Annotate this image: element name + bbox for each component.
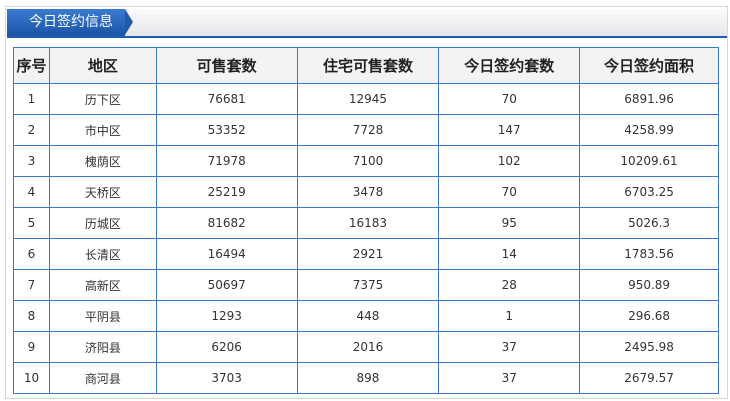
- cell-col-today-area: 6891.96: [579, 83, 719, 115]
- cell-col-today-area: 296.68: [579, 300, 719, 332]
- cell-col-today-signed: 28: [438, 269, 581, 301]
- cell-col-today-area: 5026.3: [579, 207, 719, 239]
- cell-col-today-signed: 102: [438, 145, 581, 177]
- cell-col-today-area: 950.89: [579, 269, 719, 301]
- cell-col-residential-available: 3478: [296, 176, 440, 208]
- cell-col-residential-available: 2921: [296, 238, 440, 270]
- cell-col-index: 2: [13, 114, 50, 146]
- cell-col-residential-available: 2016: [296, 331, 440, 363]
- header-col-today-signed: 今日签约套数: [438, 47, 581, 84]
- cell-col-available: 6206: [155, 331, 298, 363]
- cell-col-residential-available: 898: [296, 362, 440, 394]
- cell-col-today-signed: 95: [438, 207, 581, 239]
- cell-col-today-area: 1783.56: [579, 238, 719, 270]
- cell-col-available: 81682: [155, 207, 298, 239]
- cell-col-index: 4: [13, 176, 50, 208]
- header-col-residential-available: 住宅可售套数: [296, 47, 440, 84]
- header-col-district: 地区: [48, 47, 157, 84]
- cell-col-today-signed: 70: [438, 176, 581, 208]
- table-row: 2 市中区 53352 7728 147 4258.99: [13, 114, 719, 146]
- cell-col-today-signed: 1: [438, 300, 581, 332]
- table-row: 6 长清区 16494 2921 14 1783.56: [13, 238, 719, 270]
- table-row: 7 高新区 50697 7375 28 950.89: [13, 269, 719, 301]
- cell-col-today-signed: 37: [438, 331, 581, 363]
- cell-col-residential-available: 16183: [296, 207, 440, 239]
- cell-col-today-area: 2679.57: [579, 362, 719, 394]
- cell-col-district: 市中区: [48, 114, 157, 146]
- table-row: 8 平阴县 1293 448 1 296.68: [13, 300, 719, 332]
- cell-col-available: 71978: [155, 145, 298, 177]
- cell-col-today-signed: 14: [438, 238, 581, 270]
- cell-col-today-area: 4258.99: [579, 114, 719, 146]
- cell-col-district: 济阳县: [48, 331, 157, 363]
- cell-col-available: 76681: [155, 83, 298, 115]
- cell-col-index: 9: [13, 331, 50, 363]
- table-row: 1 历下区 76681 12945 70 6891.96: [13, 83, 719, 115]
- table-row: 10 商河县 3703 898 37 2679.57: [13, 362, 719, 394]
- cell-col-district: 平阴县: [48, 300, 157, 332]
- cell-col-index: 1: [13, 83, 50, 115]
- cell-col-today-area: 6703.25: [579, 176, 719, 208]
- cell-col-today-area: 10209.61: [579, 145, 719, 177]
- cell-col-district: 长清区: [48, 238, 157, 270]
- table-row: 4 天桥区 25219 3478 70 6703.25: [13, 176, 719, 208]
- cell-col-available: 25219: [155, 176, 298, 208]
- table-row: 5 历城区 81682 16183 95 5026.3: [13, 207, 719, 239]
- cell-col-district: 历城区: [48, 207, 157, 239]
- cell-col-available: 3703: [155, 362, 298, 394]
- cell-col-residential-available: 7100: [296, 145, 440, 177]
- cell-col-index: 7: [13, 269, 50, 301]
- cell-col-index: 8: [13, 300, 50, 332]
- cell-col-available: 1293: [155, 300, 298, 332]
- cell-col-index: 3: [13, 145, 50, 177]
- cell-col-residential-available: 12945: [296, 83, 440, 115]
- cell-col-today-area: 2495.98: [579, 331, 719, 363]
- cell-col-index: 5: [13, 207, 50, 239]
- cell-col-district: 高新区: [48, 269, 157, 301]
- cell-col-today-signed: 37: [438, 362, 581, 394]
- header-col-index: 序号: [13, 47, 50, 84]
- cell-col-district: 槐荫区: [48, 145, 157, 177]
- cell-col-available: 16494: [155, 238, 298, 270]
- header-col-available: 可售套数: [155, 47, 298, 84]
- table-header-row: 序号 地区 可售套数 住宅可售套数 今日签约套数 今日签约面积: [13, 47, 719, 84]
- cell-col-today-signed: 147: [438, 114, 581, 146]
- cell-col-today-signed: 70: [438, 83, 581, 115]
- sign-info-panel: 今日签约信息 序号 地区 可售套数 住宅可售套数 今日签约套数 今日签约面积 1 历下区 76…: [5, 6, 728, 399]
- cell-col-district: 天桥区: [48, 176, 157, 208]
- cell-col-index: 6: [13, 238, 50, 270]
- cell-col-district: 历下区: [48, 83, 157, 115]
- sign-info-table: 序号 地区 可售套数 住宅可售套数 今日签约套数 今日签约面积 1 历下区 76681 1294…: [13, 47, 719, 394]
- cell-col-residential-available: 7375: [296, 269, 440, 301]
- cell-col-index: 10: [13, 362, 50, 394]
- table-row: 9 济阳县 6206 2016 37 2495.98: [13, 331, 719, 363]
- cell-col-available: 50697: [155, 269, 298, 301]
- header-col-today-area: 今日签约面积: [579, 47, 719, 84]
- table-row: 3 槐荫区 71978 7100 102 10209.61: [13, 145, 719, 177]
- cell-col-district: 商河县: [48, 362, 157, 394]
- panel-header: 今日签约信息: [7, 9, 727, 38]
- cell-col-available: 53352: [155, 114, 298, 146]
- cell-col-residential-available: 448: [296, 300, 440, 332]
- panel-title-tab: 今日签约信息: [7, 9, 133, 36]
- cell-col-residential-available: 7728: [296, 114, 440, 146]
